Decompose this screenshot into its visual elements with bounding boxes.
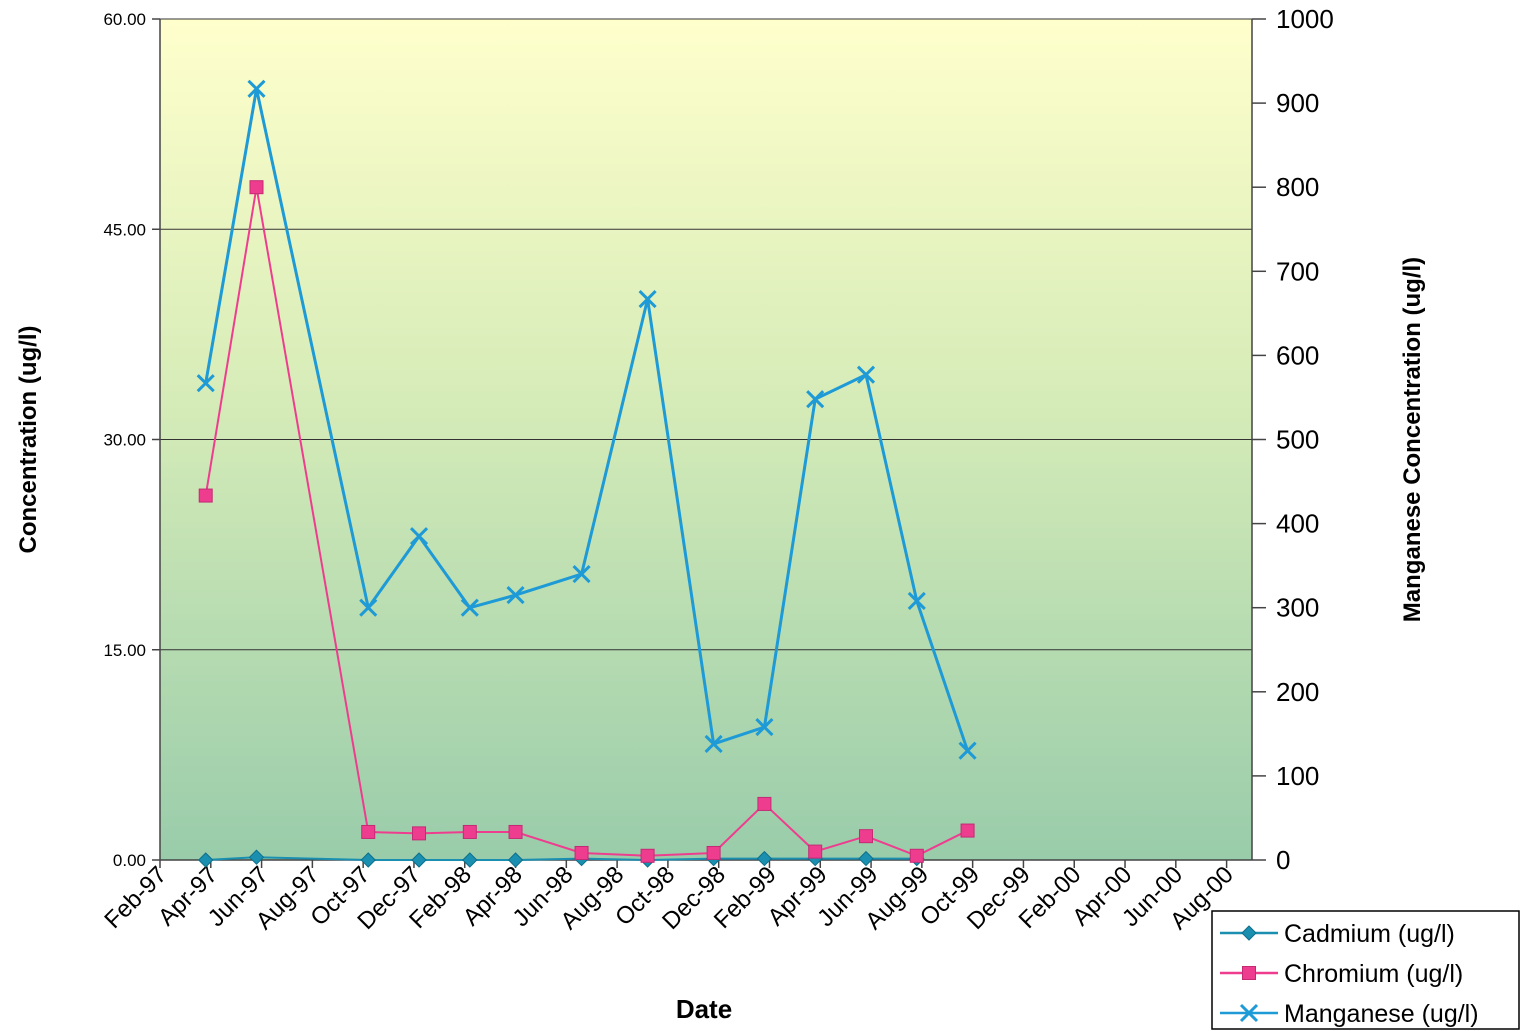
data-point — [572, 564, 591, 584]
data-point — [757, 796, 772, 811]
data-point — [198, 488, 213, 503]
y-left-tick-label: 45.00 — [103, 220, 146, 239]
data-point — [247, 79, 266, 98]
x-axis-ticks: Feb-97Apr-97Jun-97Aug-97Oct-97Dec-97Feb-… — [99, 860, 1239, 935]
data-point — [411, 852, 427, 868]
y-right-tick-label: 800 — [1276, 172, 1319, 202]
data-point — [360, 852, 376, 868]
legend-label: Cadmium (ug/l) — [1284, 920, 1455, 948]
data-point — [249, 180, 264, 195]
data-point — [858, 850, 874, 867]
y-right-tick-label: 900 — [1276, 88, 1319, 118]
series-layer — [196, 79, 977, 868]
data-point — [460, 598, 479, 617]
data-point — [856, 365, 876, 384]
x-axis-title: Date — [676, 994, 732, 1024]
data-point — [507, 852, 524, 868]
data-point — [907, 591, 926, 611]
data-point — [409, 527, 429, 546]
series-line — [204, 186, 969, 857]
data-point — [574, 845, 589, 860]
data-point — [462, 852, 478, 868]
data-point — [704, 734, 723, 754]
legend-entry: Cadmium (ug/l) — [1220, 920, 1455, 948]
data-point — [756, 850, 773, 867]
legend-label: Manganese (ug/l) — [1284, 1000, 1479, 1028]
y-axis-left-title: Concentration (ug/l) — [15, 326, 42, 554]
data-point — [198, 852, 214, 868]
y-right-tick-label: 600 — [1276, 340, 1319, 370]
data-point — [909, 848, 924, 863]
data-point — [640, 848, 655, 863]
data-point — [412, 826, 427, 841]
y-right-tick-label: 500 — [1276, 425, 1319, 455]
data-point — [806, 390, 825, 409]
data-point — [508, 824, 523, 839]
data-point — [858, 829, 873, 844]
y-right-tick-label: 0 — [1276, 845, 1290, 875]
y-left-tick-label: 15.00 — [103, 641, 146, 660]
y-right-tick-label: 700 — [1276, 256, 1319, 286]
data-point — [706, 845, 721, 860]
y-right-tick-label: 200 — [1276, 677, 1319, 707]
data-point — [196, 374, 215, 393]
y-left-tick-label: 60.00 — [103, 10, 146, 29]
data-point — [808, 844, 823, 859]
legend-label: Chromium (ug/l) — [1284, 960, 1463, 988]
data-point — [958, 741, 977, 760]
data-point — [638, 289, 657, 309]
y-axis-right-title: Manganese Concentration (ug/l) — [1399, 257, 1426, 622]
legend-entry: Manganese (ug/l) — [1220, 1000, 1479, 1028]
data-point — [248, 849, 265, 865]
legend-entry: Chromium (ug/l) — [1220, 960, 1463, 988]
data-point — [462, 824, 477, 839]
series-line — [204, 87, 969, 752]
gridlines — [160, 18, 1252, 651]
y-right-tick-label: 100 — [1276, 761, 1319, 791]
series-square — [198, 180, 975, 863]
data-point — [755, 718, 774, 737]
legend-swatch-marker — [1242, 966, 1256, 980]
legend: Cadmium (ug/l) Chromium (ug/l) Manganese (… — [1211, 910, 1520, 1030]
left-axis-ticks: 0.00 15.00 30.00 45.00 60.00 — [103, 10, 160, 870]
data-point — [506, 586, 525, 605]
y-right-tick-label: 1000 — [1276, 4, 1334, 34]
right-axis-ticks: 0 100 200 300 400 500 600 700 800 900 1000 — [1252, 4, 1334, 875]
y-right-tick-label: 300 — [1276, 593, 1319, 623]
legend-swatch-marker — [1239, 1003, 1259, 1023]
x-tick-label: Feb-97 — [99, 861, 172, 934]
legend-swatch-marker — [1241, 925, 1257, 941]
legend-box — [1211, 910, 1520, 1030]
data-point — [359, 598, 378, 617]
data-point — [361, 824, 376, 839]
data-point — [960, 823, 975, 838]
y-right-tick-label: 400 — [1276, 509, 1319, 539]
series-x — [196, 79, 977, 760]
y-left-tick-label: 0.00 — [113, 851, 146, 870]
y-left-tick-label: 30.00 — [103, 431, 146, 450]
